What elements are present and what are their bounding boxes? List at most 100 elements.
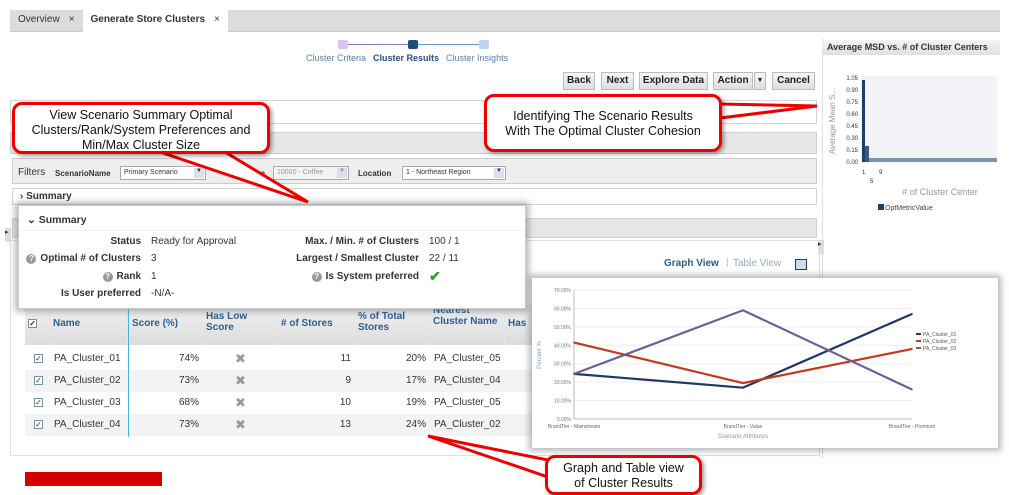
data-point: [742, 309, 744, 312]
summary-left-label: Status: [19, 236, 141, 247]
y-tick-label: 0.45: [846, 124, 858, 130]
train-stop-cluster-criteria[interactable]: [338, 40, 348, 49]
summary-left-label: ? Optimal # of Clusters: [19, 253, 141, 264]
x-tick-label: 9: [879, 170, 883, 176]
data-point: [573, 373, 575, 375]
row-checkbox[interactable]: ✓: [30, 414, 47, 436]
x-axis-title: Scenario Attributes: [718, 434, 768, 440]
summary-right-label: Max. / Min. # of Clusters: [277, 236, 419, 247]
column-header-name[interactable]: Name: [50, 305, 128, 345]
splitter-right-handle[interactable]: ▸: [818, 240, 824, 254]
label-text: Optimal # of Clusters: [40, 253, 141, 264]
legend-swatch: [916, 340, 921, 342]
x-tick-label: 5: [870, 179, 874, 185]
tab-bar: [10, 10, 1000, 32]
summary-collapsed[interactable]: [12, 188, 817, 205]
cluster-chart-popup: 0.00% 10.00% 20.00% 30.00% 40.00% 50.00% 60.00…: [532, 278, 998, 448]
column-header-pct-total[interactable]: % of Total Stores: [355, 305, 430, 345]
table-row[interactable]: [25, 392, 535, 414]
tab-overview[interactable]: Overview ×: [10, 10, 83, 33]
tab-generate-store-clusters[interactable]: Generate Store Clusters ×: [82, 10, 228, 33]
train-label-cluster-results[interactable]: Cluster Results: [373, 53, 440, 63]
legend-swatch: [916, 333, 921, 335]
cell-name: PA_Cluster_02: [54, 375, 121, 386]
y-tick-label: 20.00%: [554, 380, 572, 386]
select-all-checkbox[interactable]: ✓: [25, 305, 50, 345]
checkbox-icon: ✓: [34, 398, 43, 407]
column-header-score[interactable]: Score (%): [128, 305, 203, 345]
summary-right-value: 100 / 1: [429, 236, 460, 247]
train-label-cluster-insights[interactable]: Cluster Insights: [446, 53, 509, 63]
column-header-nearest[interactable]: Nearest Cluster Name: [430, 305, 505, 345]
side-chart-title: Average MSD vs. # of Cluster Centers: [822, 40, 1000, 55]
filters-label: Filters: [18, 167, 46, 178]
explore-data-button[interactable]: Explore Data: [639, 72, 708, 90]
select-value: Primary Scenario: [124, 169, 178, 176]
label-text: Is User preferred: [60, 288, 141, 299]
graph-view-link[interactable]: Graph View: [664, 258, 719, 269]
y-axis-title: Percent %: [537, 340, 543, 368]
table-row[interactable]: [25, 348, 535, 370]
train-label-cluster-criteria[interactable]: Cluster Criteria: [306, 53, 367, 63]
frozen-column-divider: [128, 345, 129, 437]
help-icon[interactable]: ?: [26, 254, 37, 264]
summary-left-value: 1: [151, 271, 157, 282]
action-button[interactable]: Action: [713, 72, 753, 90]
y-tick-label: 0.75: [846, 100, 858, 106]
label-text: Max. / Min. # of Clusters: [305, 236, 419, 247]
summary-right-value: ✔: [429, 268, 441, 284]
help-icon[interactable]: ?: [311, 272, 322, 282]
action-dropdown-icon[interactable]: ▼: [754, 72, 766, 90]
table-row[interactable]: [25, 414, 535, 436]
close-icon[interactable]: ×: [214, 14, 220, 25]
merchandise-select[interactable]: 10000 - Coffee ▼: [273, 166, 349, 180]
bar: [865, 146, 869, 162]
data-point: [911, 313, 913, 315]
splitter-left-handle[interactable]: ▸: [5, 228, 11, 242]
summary-collapsed-title[interactable]: › Summary: [20, 191, 72, 202]
help-icon[interactable]: ?: [102, 272, 113, 282]
column-header-has-low-score[interactable]: Has Low Score: [203, 305, 278, 345]
y-tick-label: 1.05: [846, 76, 858, 82]
close-icon[interactable]: ×: [68, 14, 75, 25]
checkbox-icon: ✓: [34, 354, 43, 363]
y-tick-label: 0.90: [846, 88, 858, 94]
table-view-link[interactable]: Table View: [733, 258, 782, 269]
legend-label: PA_Cluster_01: [923, 332, 956, 338]
y-tick-label: 0.00%: [557, 417, 572, 423]
select-value: 1 - Northeast Region: [406, 169, 471, 176]
side-panel: [822, 38, 1000, 458]
train-stop-cluster-insights[interactable]: [479, 40, 489, 49]
location-label: Location: [358, 169, 392, 178]
back-button[interactable]: Back: [563, 72, 595, 90]
next-button[interactable]: Next: [601, 72, 634, 90]
scenario-name-select[interactable]: Primary Scenario ▼: [120, 166, 206, 180]
y-tick-label: 0.15: [846, 148, 858, 154]
chevron-down-icon: ▼: [194, 168, 204, 178]
chevron-down-icon: ▼: [337, 168, 347, 178]
location-select[interactable]: 1 - Northeast Region ▼: [402, 166, 506, 180]
row-checkbox[interactable]: ✓: [30, 370, 47, 392]
cluster-line-chart: 0.00% 10.00% 20.00% 30.00% 40.00% 50.00% 60.00…: [537, 288, 956, 440]
cell-has-low-score: ✖: [235, 351, 246, 366]
train-connector: [348, 44, 410, 45]
detach-icon[interactable]: [795, 259, 807, 270]
train-stop-cluster-results[interactable]: [408, 40, 418, 49]
table-row[interactable]: [25, 370, 535, 392]
cell-has-low-score: ✖: [235, 395, 246, 410]
legend-label: OptMetricValue: [885, 205, 933, 212]
cancel-button[interactable]: Cancel: [772, 72, 815, 90]
summary-right-label: ? Is System preferred: [277, 271, 419, 282]
side-chart: 1.05 0.90 0.75 0.60 0.45 0.30 0.15 0.00 Average …: [828, 76, 997, 212]
label-text: Rank: [116, 271, 141, 282]
summary-title-text: Summary: [38, 214, 87, 226]
view-divider: |: [726, 257, 729, 268]
row-checkbox[interactable]: ✓: [30, 392, 47, 414]
summary-title[interactable]: ⌄ Summary: [27, 214, 87, 226]
column-header-has[interactable]: Has: [505, 305, 535, 345]
row-checkbox[interactable]: ✓: [30, 348, 47, 370]
column-header-stores[interactable]: # of Stores: [278, 305, 355, 345]
cell-pct-total: 20%: [405, 353, 426, 364]
data-point: [911, 348, 913, 350]
train-connector: [418, 44, 480, 45]
